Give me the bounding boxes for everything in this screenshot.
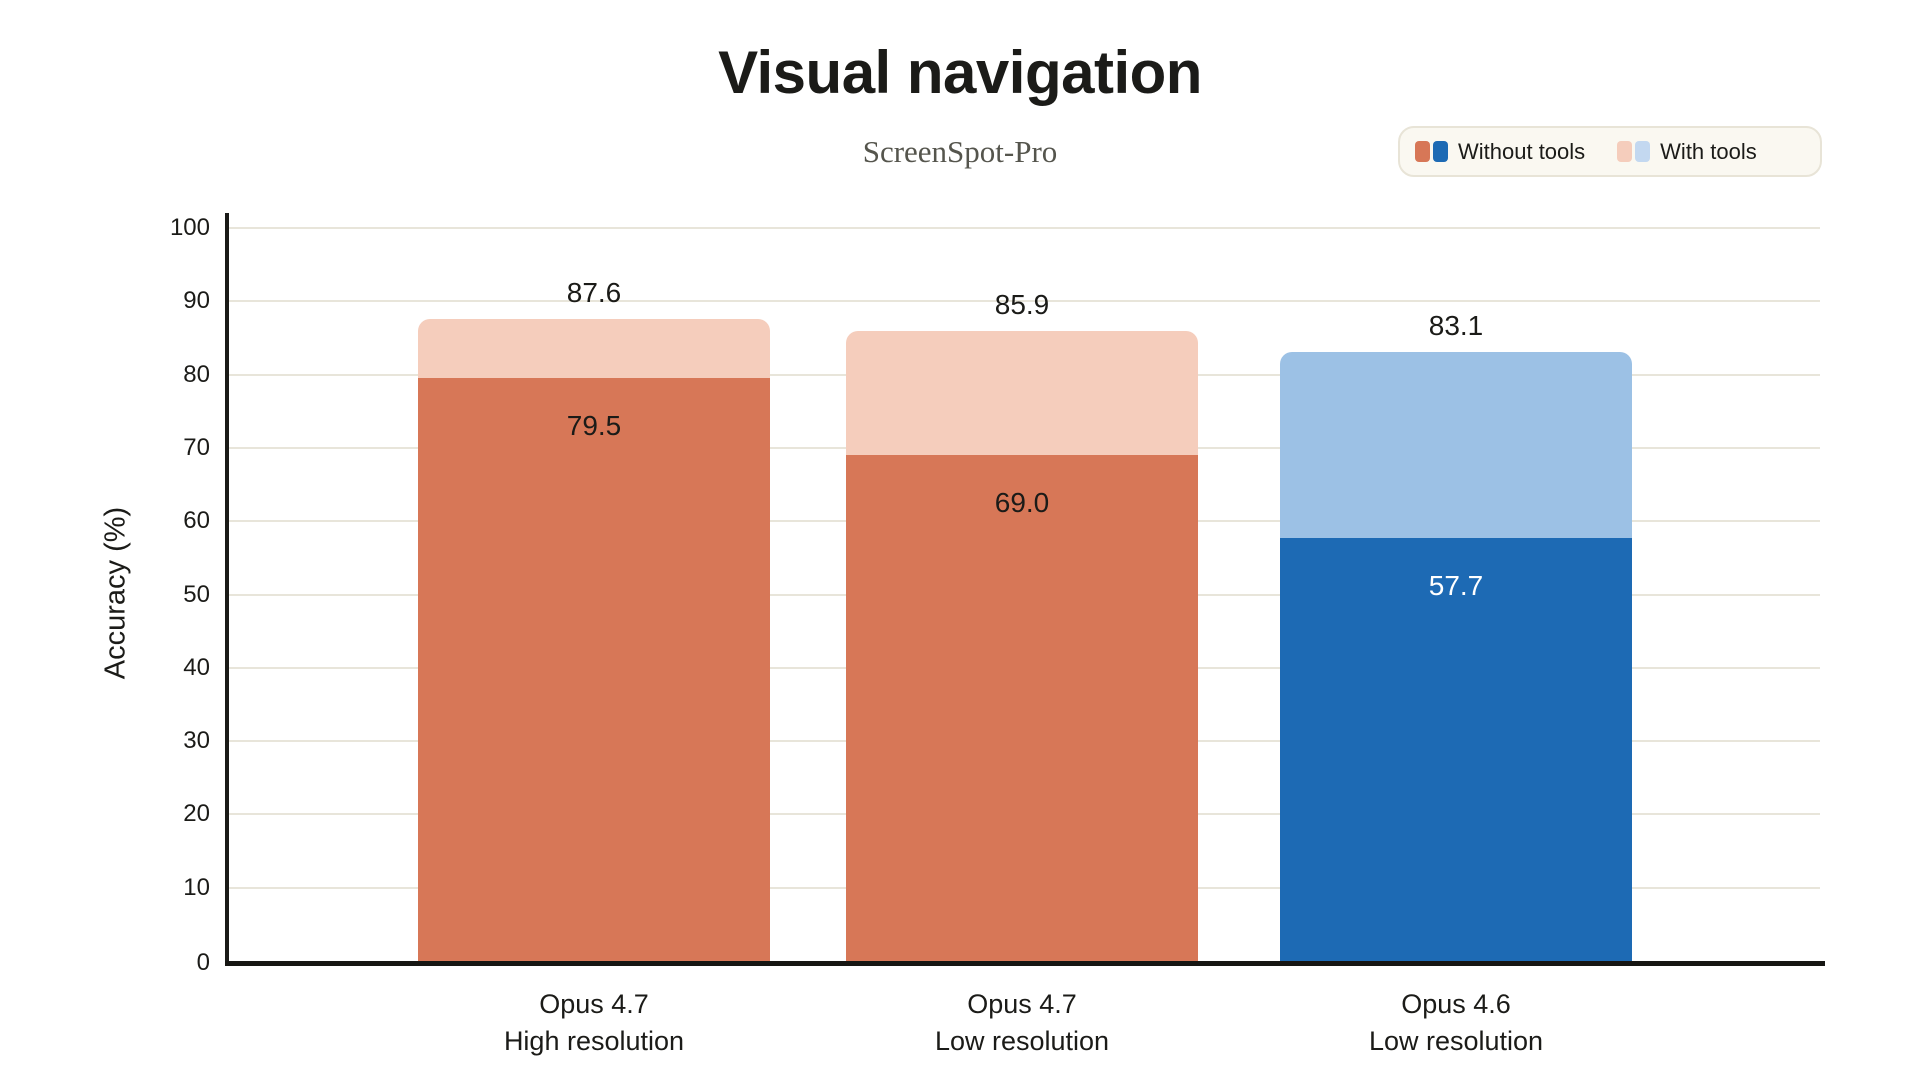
x-axis-line — [225, 961, 1825, 966]
bar-total-label: 83.1 — [1428, 309, 1484, 341]
legend-swatches — [1617, 141, 1651, 162]
x-category-label: Opus 4.7 High resolution — [338, 986, 850, 1060]
x-category-line2: High resolution — [503, 1026, 685, 1056]
y-tick-label: 80 — [183, 360, 210, 388]
legend-item: With tools — [1617, 139, 1757, 165]
bar-total-label: 87.6 — [566, 276, 622, 308]
y-tick-label: 50 — [183, 580, 210, 608]
y-tick-label: 100 — [169, 214, 210, 241]
chart-title: Visual navigation — [718, 39, 1202, 106]
x-category-line2: Low resolution — [934, 1026, 1110, 1056]
bar-segment-label: 57.7 — [1428, 570, 1484, 602]
chart-subtitle: ScreenSpot-Pro — [862, 134, 1058, 169]
x-category-line1: Opus 4.7 — [967, 989, 1077, 1019]
legend-label: Without tools — [1458, 138, 1586, 164]
y-tick-label: 40 — [183, 653, 210, 681]
legend-item: Without tools — [1415, 139, 1585, 165]
y-tick-label: 90 — [183, 287, 210, 315]
gridline — [229, 300, 1820, 303]
legend-swatch — [1433, 141, 1448, 162]
bar-segment-label: 79.5 — [566, 410, 622, 442]
legend-label: With tools — [1660, 138, 1757, 164]
bar-total-label: 85.9 — [994, 289, 1050, 321]
y-tick-label: 0 — [196, 949, 210, 976]
y-tick-label: 70 — [183, 433, 210, 461]
legend: Without tools With tools — [1398, 126, 1822, 177]
y-tick-label: 30 — [183, 727, 210, 755]
gridline — [229, 227, 1820, 229]
bar-without-tools-segment — [846, 455, 1198, 961]
y-axis-line — [225, 213, 229, 966]
legend-swatches — [1415, 141, 1448, 162]
y-tick-label: 60 — [183, 507, 210, 535]
x-category-label: Opus 4.7 Low resolution — [766, 986, 1278, 1060]
bar-segment-label: 69.0 — [994, 487, 1050, 519]
y-tick-label: 20 — [183, 800, 210, 828]
y-tick-label: 10 — [183, 873, 210, 901]
bar-without-tools-segment — [418, 378, 770, 961]
bar-without-tools-segment — [1280, 538, 1632, 961]
x-category-label: Opus 4.6 Low resolution — [1200, 986, 1712, 1060]
legend-swatch — [1617, 141, 1633, 162]
x-category-line1: Opus 4.6 — [1401, 989, 1511, 1019]
legend-swatch — [1635, 141, 1651, 162]
x-category-line1: Opus 4.7 — [539, 989, 649, 1019]
legend-swatch — [1415, 141, 1430, 162]
x-category-line2: Low resolution — [1368, 1026, 1544, 1056]
